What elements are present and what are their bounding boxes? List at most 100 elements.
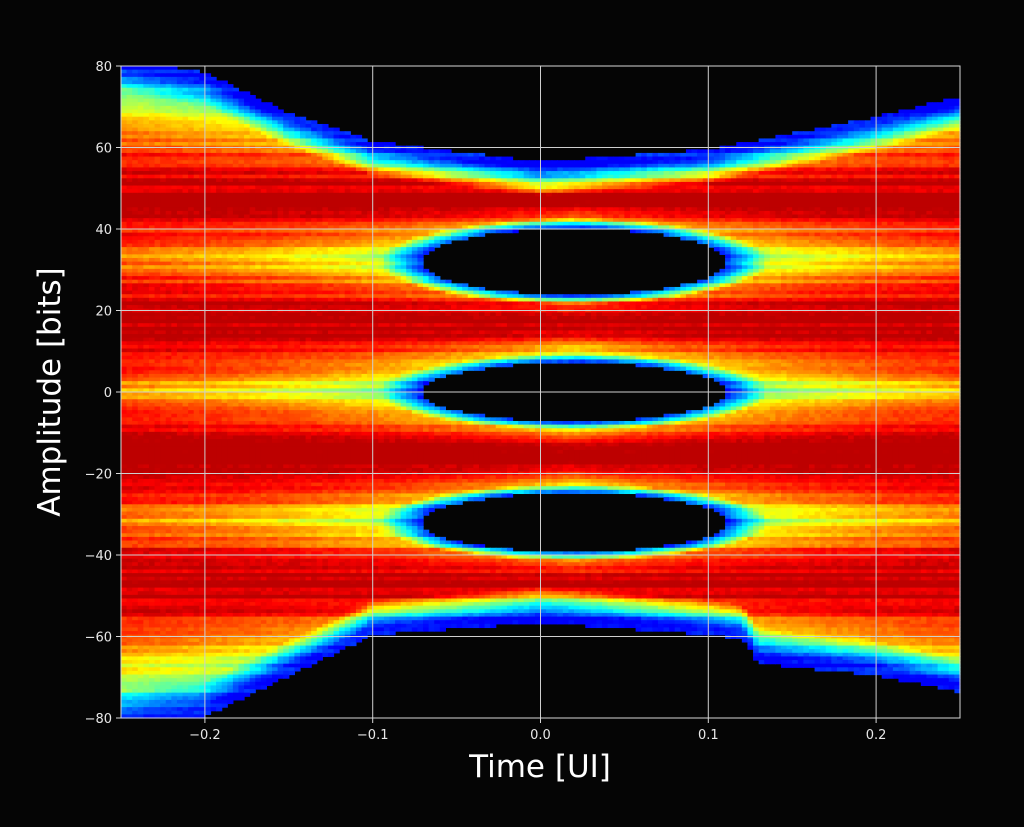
heatmap-cell bbox=[193, 580, 200, 585]
heatmap-cell bbox=[249, 522, 256, 527]
heatmap-cell bbox=[182, 254, 189, 259]
heatmap-cell bbox=[132, 283, 139, 288]
heatmap-cell bbox=[126, 381, 133, 386]
heatmap-cell bbox=[121, 265, 128, 270]
heatmap-cell bbox=[216, 344, 223, 350]
heatmap-cell bbox=[260, 497, 268, 502]
heatmap-cell bbox=[266, 631, 273, 636]
heatmap-cell bbox=[165, 540, 172, 545]
heatmap-cell bbox=[148, 171, 156, 176]
heatmap-cell bbox=[204, 486, 212, 491]
heatmap-cell bbox=[204, 337, 212, 342]
heatmap-cell bbox=[121, 424, 128, 429]
heatmap-cell bbox=[249, 526, 256, 531]
heatmap-cell bbox=[143, 210, 150, 216]
heatmap-cell bbox=[221, 660, 228, 665]
heatmap-cell bbox=[221, 497, 228, 502]
heatmap-cell bbox=[182, 710, 189, 715]
heatmap-cell bbox=[272, 200, 279, 205]
heatmap-cell bbox=[216, 113, 223, 118]
heatmap-cell bbox=[121, 489, 128, 495]
heatmap-cell bbox=[204, 402, 212, 408]
heatmap-cell bbox=[255, 522, 262, 527]
heatmap-cell bbox=[227, 678, 234, 683]
heatmap-cell bbox=[171, 123, 178, 129]
heatmap-cell bbox=[260, 645, 268, 650]
heatmap-cell bbox=[277, 526, 284, 531]
heatmap-cell bbox=[238, 442, 245, 447]
heatmap-cell bbox=[165, 109, 172, 114]
heatmap-cell bbox=[154, 609, 161, 614]
heatmap-cell bbox=[255, 359, 262, 364]
heatmap-cell bbox=[227, 123, 234, 129]
heatmap-cell bbox=[160, 410, 167, 415]
heatmap-cell bbox=[160, 392, 167, 397]
heatmap-cell bbox=[232, 105, 240, 111]
heatmap-cell bbox=[148, 366, 156, 371]
heatmap-cell bbox=[126, 301, 133, 306]
heatmap-cell bbox=[221, 645, 228, 650]
heatmap-cell bbox=[126, 576, 133, 581]
heatmap-cell bbox=[143, 689, 150, 694]
heatmap-cell bbox=[188, 583, 195, 589]
heatmap-cell bbox=[182, 656, 189, 661]
heatmap-cell bbox=[182, 605, 189, 610]
heatmap-cell bbox=[216, 134, 223, 140]
heatmap-cell bbox=[143, 410, 150, 415]
heatmap-cell bbox=[126, 431, 133, 437]
heatmap-cell bbox=[171, 149, 178, 154]
heatmap-cell bbox=[188, 464, 195, 469]
heatmap-cell bbox=[232, 203, 240, 208]
heatmap-cell bbox=[143, 565, 150, 571]
heatmap-cell bbox=[143, 352, 150, 357]
heatmap-cell bbox=[266, 257, 273, 263]
heatmap-cell bbox=[171, 641, 178, 647]
heatmap-cell bbox=[216, 279, 223, 284]
heatmap-cell bbox=[160, 312, 167, 317]
heatmap-cell bbox=[227, 670, 234, 676]
heatmap-cell bbox=[132, 94, 139, 100]
heatmap-cell bbox=[193, 660, 200, 665]
heatmap-cell bbox=[244, 171, 251, 176]
heatmap-cell bbox=[121, 330, 128, 335]
heatmap-cell bbox=[199, 218, 206, 223]
heatmap-cell bbox=[210, 587, 217, 592]
heatmap-cell bbox=[188, 87, 195, 92]
heatmap-cell bbox=[260, 569, 268, 574]
heatmap-cell bbox=[176, 261, 184, 266]
heatmap-cell bbox=[204, 431, 212, 437]
heatmap-cell bbox=[227, 399, 234, 404]
heatmap-cell bbox=[266, 446, 273, 451]
heatmap-cell bbox=[249, 609, 256, 614]
heatmap-cell bbox=[244, 507, 251, 513]
heatmap-cell bbox=[171, 196, 178, 201]
heatmap-cell bbox=[171, 102, 178, 107]
heatmap-cell bbox=[165, 366, 172, 371]
heatmap-cell bbox=[238, 301, 245, 306]
heatmap-cell bbox=[232, 326, 240, 332]
heatmap-cell bbox=[221, 406, 228, 411]
heatmap-cell bbox=[199, 268, 206, 274]
heatmap-cell bbox=[193, 94, 200, 100]
heatmap-cell bbox=[160, 94, 167, 100]
heatmap-cell bbox=[216, 178, 223, 183]
heatmap-cell bbox=[277, 319, 284, 324]
heatmap-cell bbox=[165, 526, 172, 531]
heatmap-cell bbox=[204, 540, 212, 545]
heatmap-cell bbox=[188, 239, 195, 245]
heatmap-cell bbox=[182, 352, 189, 357]
heatmap-cell bbox=[171, 663, 178, 668]
heatmap-cell bbox=[272, 602, 279, 607]
heatmap-cell bbox=[121, 649, 128, 654]
heatmap-cell bbox=[160, 138, 167, 143]
heatmap-cell bbox=[154, 138, 161, 143]
heatmap-cell bbox=[121, 428, 128, 433]
heatmap-cell bbox=[272, 660, 279, 665]
heatmap-cell bbox=[132, 192, 139, 197]
heatmap-cell bbox=[160, 268, 167, 274]
heatmap-cell bbox=[171, 489, 178, 495]
heatmap-cell bbox=[126, 142, 133, 147]
heatmap-cell bbox=[182, 178, 189, 183]
heatmap-cell bbox=[255, 493, 262, 498]
heatmap-cell bbox=[199, 565, 206, 571]
